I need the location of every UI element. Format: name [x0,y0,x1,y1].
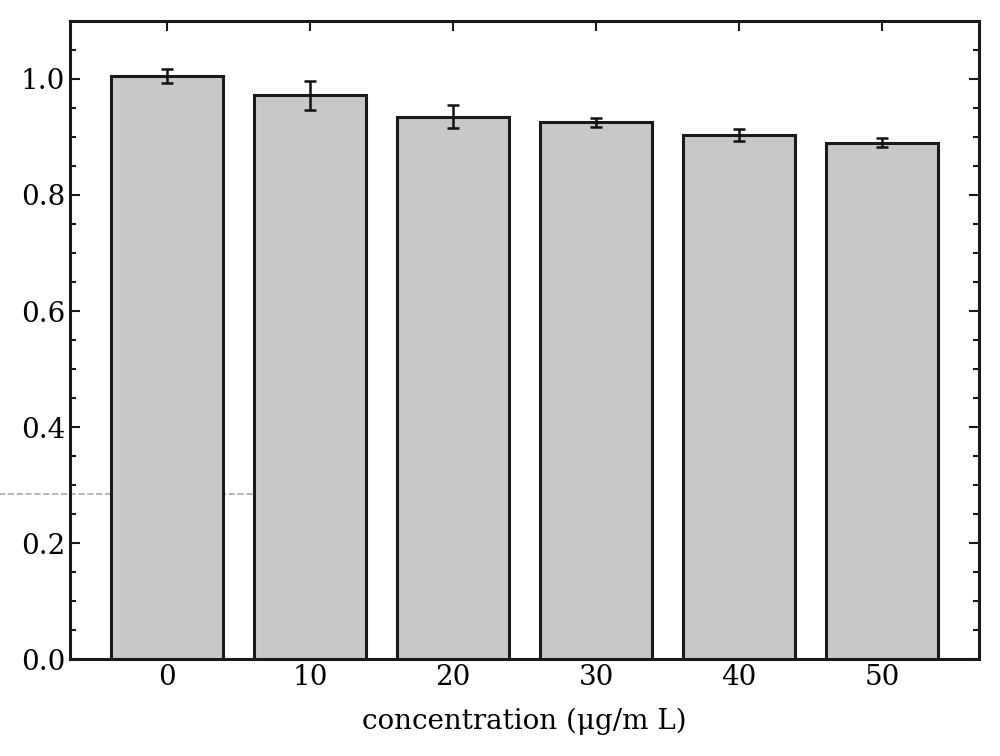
Bar [540,122,652,659]
Bar [111,76,223,659]
X-axis label: concentration (μg/m L): concentration (μg/m L) [362,708,687,735]
Bar [683,135,795,659]
Bar [826,143,938,659]
Bar [397,116,509,659]
Bar [254,95,366,659]
